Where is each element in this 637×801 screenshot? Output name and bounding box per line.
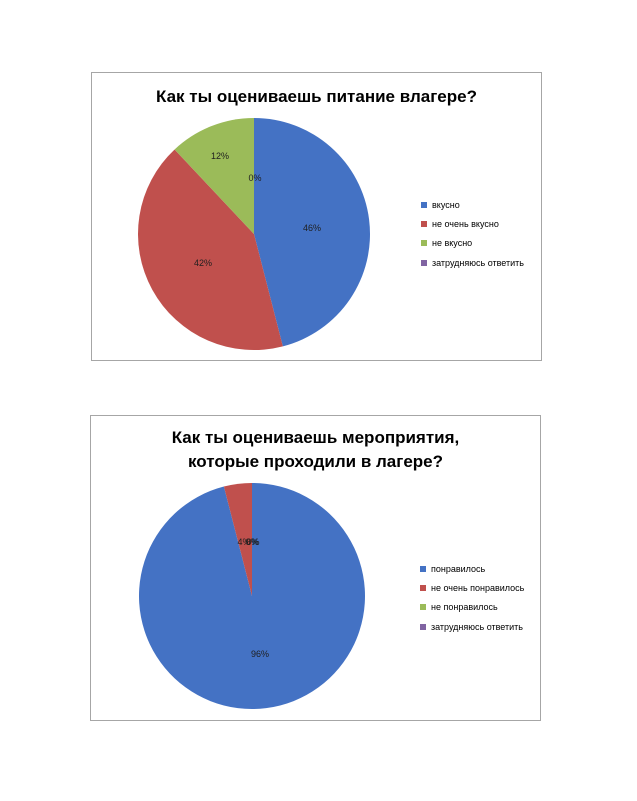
legend-swatch [421,201,427,208]
chart-title-line-2: которые проходили в лагере? [187,452,444,471]
legend-swatch [420,565,426,572]
legend-item: не понравилось [420,598,524,617]
legend-label: не очень вкусно [432,218,499,229]
chart-title: Как ты оцениваешь мероприятия, которые п… [91,426,540,474]
data-label-3: 0% [246,537,259,547]
pie-slice-1 [138,483,365,709]
legend-label: не очень понравилось [431,582,525,593]
chart-title: Как ты оцениваешь питание влагере? [92,85,541,109]
legend-label: понравилось [431,563,486,574]
data-label-4: 0% [248,173,261,183]
legend-label: затрудняюсь ответить [431,621,523,632]
legend-item: понравилось [420,559,524,578]
chart-panel-food: Как ты оцениваешь питание влагере? 46% 42… [91,72,542,361]
data-label-1: 46% [303,223,321,233]
legend-swatch [421,259,427,266]
legend-item: затрудняюсь ответить [420,617,524,636]
pie-slice-2 [137,149,283,350]
chart-title-line-1: Как ты оцениваешь мероприятия, [171,428,460,447]
legend-item: не очень вкусно [421,214,524,233]
legend-item: не вкусно [421,234,524,253]
legend-swatch [421,240,427,247]
legend-label: не понравилось [431,602,498,613]
legend-swatch [421,220,427,227]
pie-slice-2 [223,483,252,596]
legend-swatch [420,584,426,591]
chart-panel-events: Как ты оцениваешь мероприятия, которые п… [90,415,541,721]
legend-item: не очень понравилось [420,578,524,597]
legend-item: вкусно [421,195,524,214]
pie-slice-3 [174,118,254,234]
legend: понравилось не очень понравилось не понр… [420,559,524,636]
chart-title-line: Как ты оцениваешь питание влагере? [156,87,477,106]
legend: вкусно не очень вкусно не вкусно затрудн… [421,195,524,272]
data-label-1: 96% [251,649,269,659]
legend-label: затрудняюсь ответить [432,257,524,268]
data-label-2: 4% [237,537,250,547]
legend-swatch [420,623,426,630]
pie-slice-1 [254,118,371,347]
pie-chart-events: 96%4%0%0% [138,483,365,709]
pie-chart-food: 46% 42% 12% 0% [137,118,371,350]
legend-item: затрудняюсь ответить [421,253,524,272]
legend-label: вкусно [432,199,460,210]
data-label-4: 0% [245,537,258,547]
legend-swatch [420,604,426,611]
data-label-3: 12% [211,151,229,161]
data-label-2: 42% [194,258,212,268]
legend-label: не вкусно [432,238,473,249]
